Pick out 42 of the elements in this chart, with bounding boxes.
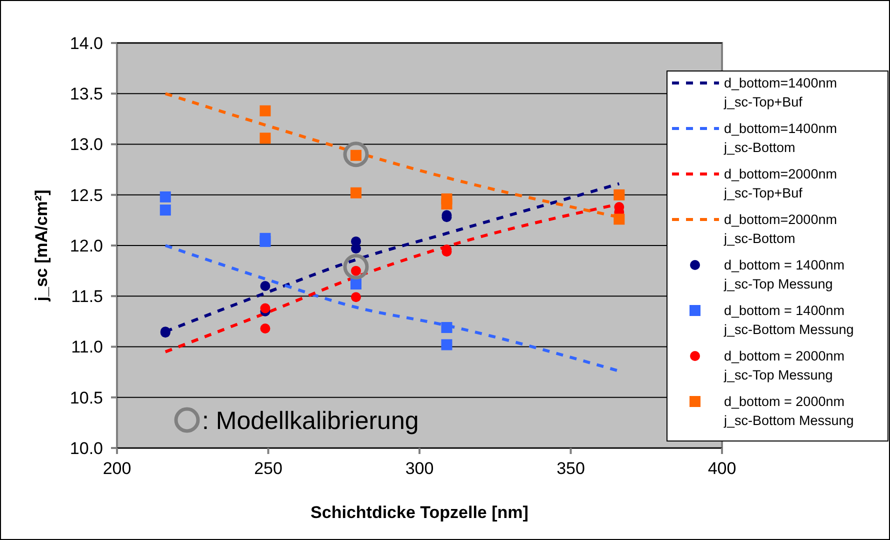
point [260,132,271,144]
point [260,281,270,291]
point [614,214,625,225]
y-tick-label: 10.5 [70,388,103,408]
y-tick-label: 14.0 [70,34,103,53]
legend-label: d_bottom=1400nm j_sc-Bottom [723,121,837,156]
legend-label: d_bottom = 2000nm j_sc-Bottom Messung [723,394,854,428]
point [260,105,271,116]
y-tick-label: 13.5 [70,84,103,104]
legend-label: d_bottom=2000nm j_sc-Bottom [723,212,837,246]
y-tick-label: 12.5 [70,186,103,205]
y-tick-label: 13.0 [70,135,103,154]
x-tick-label: 300 [405,459,434,478]
point [350,278,362,290]
x-tick-label: 400 [708,459,736,478]
legend-label: d_bottom = 1400nm j_sc-Bottom Messung [723,303,854,338]
point [441,339,452,350]
point [350,244,361,254]
point [160,191,171,202]
y-tick-label: 10.0 [70,438,103,458]
legend-label: d_bottom = 2000nm j_sc-Top Messung [723,348,844,383]
y-tick-label: 12.0 [70,236,103,256]
point [350,292,361,302]
y-tick-label: 11.5 [71,287,103,306]
x-tick-label: 200 [102,459,132,478]
x-tick-label: 350 [556,459,585,478]
point [441,322,452,334]
legend-label: d_bottom=2000nm j_sc-Top+Buf [723,166,837,201]
point [260,303,270,314]
point [441,198,452,210]
point [260,324,270,334]
point [614,189,625,200]
x-axis-title: Schichtdicke Topzelle [nm] [310,503,528,522]
x-tick-label: 250 [254,459,282,478]
point [260,236,271,247]
legend-label: d_bottom=1400nm j_sc-Top+Buf [723,76,837,110]
point [160,204,171,216]
legend-label: : Modellkalibrierung [202,406,419,435]
y-tick-label: 11.0 [71,338,103,357]
y-axis-title: j_sc [mA/cm²] [32,190,51,302]
legend-label: d_bottom = 1400nm j_sc-Top Messung [723,258,844,292]
point [350,187,362,198]
